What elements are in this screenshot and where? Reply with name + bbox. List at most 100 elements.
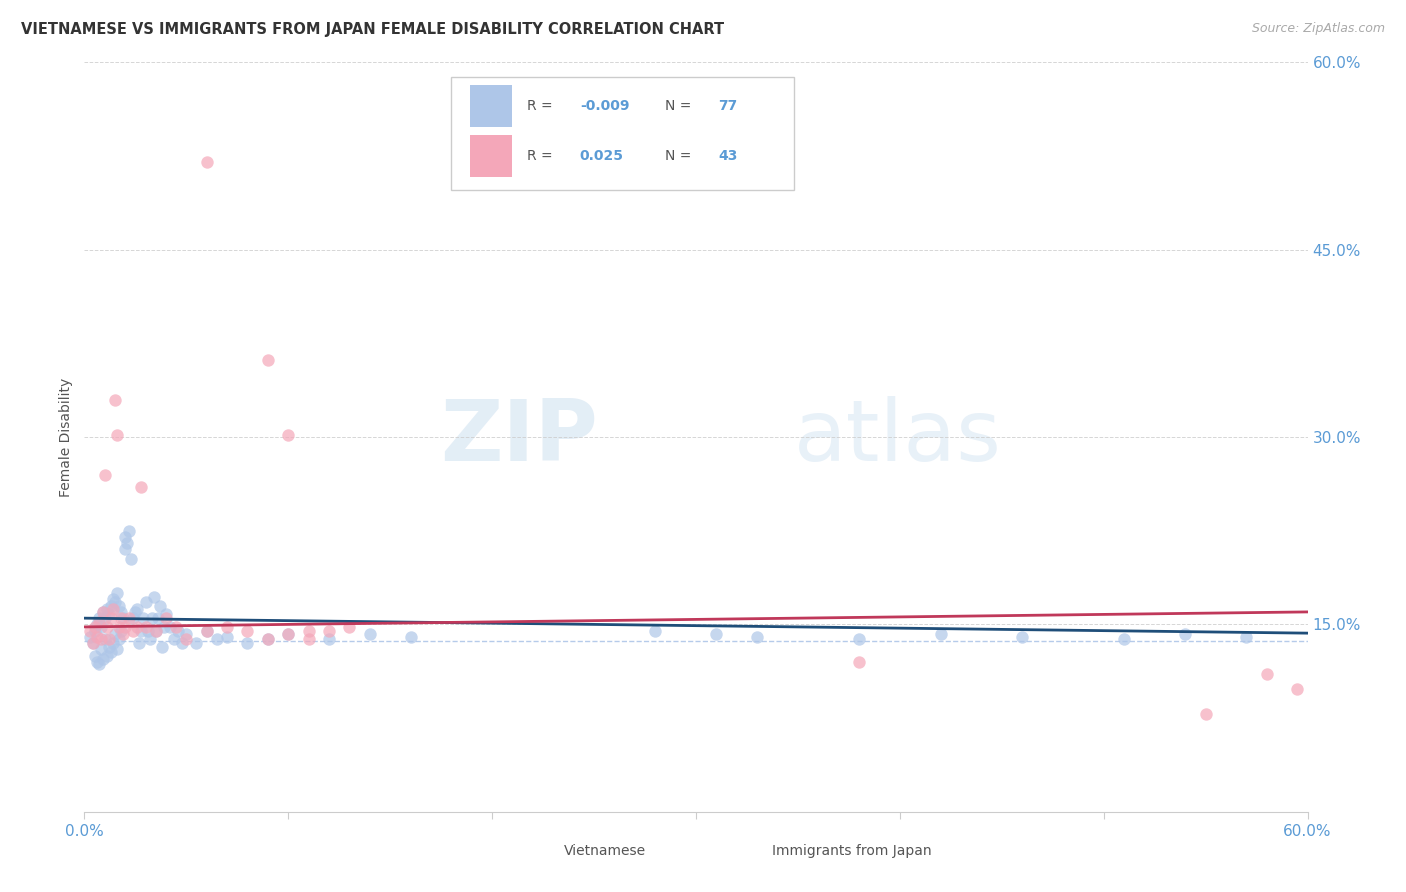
Point	[122, 624, 145, 638]
Point	[101, 636, 124, 650]
Text: 77: 77	[718, 99, 737, 113]
Text: N =: N =	[665, 99, 696, 113]
Bar	[513, 830, 551, 868]
Point	[174, 627, 197, 641]
Point	[298, 624, 321, 638]
Point	[136, 624, 159, 638]
Text: atlas: atlas	[794, 395, 1002, 479]
Point	[359, 627, 381, 641]
Point	[399, 630, 422, 644]
Point	[86, 617, 108, 632]
Point	[87, 611, 110, 625]
Point	[236, 636, 259, 650]
Point	[1195, 707, 1218, 722]
Point	[104, 627, 127, 641]
Bar	[720, 830, 759, 868]
Point	[127, 620, 149, 634]
Point	[108, 632, 131, 647]
Point	[257, 632, 280, 647]
Point	[90, 632, 112, 647]
Point	[118, 524, 141, 538]
Point	[96, 648, 118, 663]
Point	[86, 630, 108, 644]
Point	[929, 627, 952, 641]
Point	[87, 615, 110, 629]
Point	[257, 352, 280, 367]
Point	[1174, 627, 1197, 641]
Point	[155, 611, 177, 625]
Point	[108, 620, 131, 634]
Point	[1011, 630, 1033, 644]
Bar	[470, 86, 513, 127]
FancyBboxPatch shape	[451, 78, 794, 190]
Point	[205, 632, 228, 647]
Point	[277, 627, 299, 641]
Point	[848, 632, 870, 647]
Point	[848, 655, 870, 669]
Point	[257, 632, 280, 647]
Point	[217, 630, 239, 644]
Point	[277, 427, 299, 442]
Point	[135, 620, 157, 634]
Point	[174, 632, 197, 647]
Point	[195, 624, 218, 638]
Point	[96, 602, 118, 616]
Point	[83, 620, 105, 634]
Point	[100, 645, 122, 659]
Point	[131, 624, 153, 638]
Point	[79, 624, 101, 638]
Point	[159, 620, 181, 634]
Point	[114, 620, 136, 634]
Text: ZIP: ZIP	[440, 395, 598, 479]
Point	[1256, 667, 1278, 681]
Point	[87, 657, 110, 672]
Point	[86, 655, 108, 669]
Point	[150, 640, 173, 654]
Point	[112, 611, 135, 625]
Point	[236, 624, 259, 638]
Point	[114, 542, 136, 557]
Point	[1286, 682, 1309, 697]
Point	[96, 620, 118, 634]
Point	[101, 602, 124, 616]
Point	[101, 592, 124, 607]
Point	[195, 624, 218, 638]
Point	[706, 627, 728, 641]
Point	[163, 632, 186, 647]
Point	[146, 611, 169, 625]
Point	[217, 620, 239, 634]
Point	[318, 624, 340, 638]
Point	[644, 624, 666, 638]
Point	[91, 605, 114, 619]
Point	[82, 636, 104, 650]
Point	[131, 480, 153, 494]
Point	[145, 624, 167, 638]
Point	[104, 595, 127, 609]
Point	[132, 611, 155, 625]
Point	[145, 624, 167, 638]
Point	[90, 620, 112, 634]
Point	[339, 620, 361, 634]
Point	[172, 636, 194, 650]
Point	[1236, 630, 1258, 644]
Point	[124, 605, 146, 619]
Point	[105, 586, 128, 600]
Point	[118, 611, 141, 625]
Point	[93, 632, 115, 647]
Point	[747, 630, 769, 644]
Y-axis label: Female Disability: Female Disability	[59, 377, 73, 497]
Point	[97, 640, 120, 654]
Point	[127, 602, 149, 616]
Text: 43: 43	[718, 149, 737, 163]
Point	[120, 552, 142, 566]
Bar	[470, 136, 513, 177]
Point	[138, 632, 160, 647]
Point	[105, 427, 128, 442]
Point	[83, 624, 105, 638]
Point	[149, 599, 172, 613]
Point	[79, 630, 101, 644]
Text: N =: N =	[665, 149, 696, 163]
Point	[110, 624, 132, 638]
Point	[82, 636, 104, 650]
Point	[167, 624, 190, 638]
